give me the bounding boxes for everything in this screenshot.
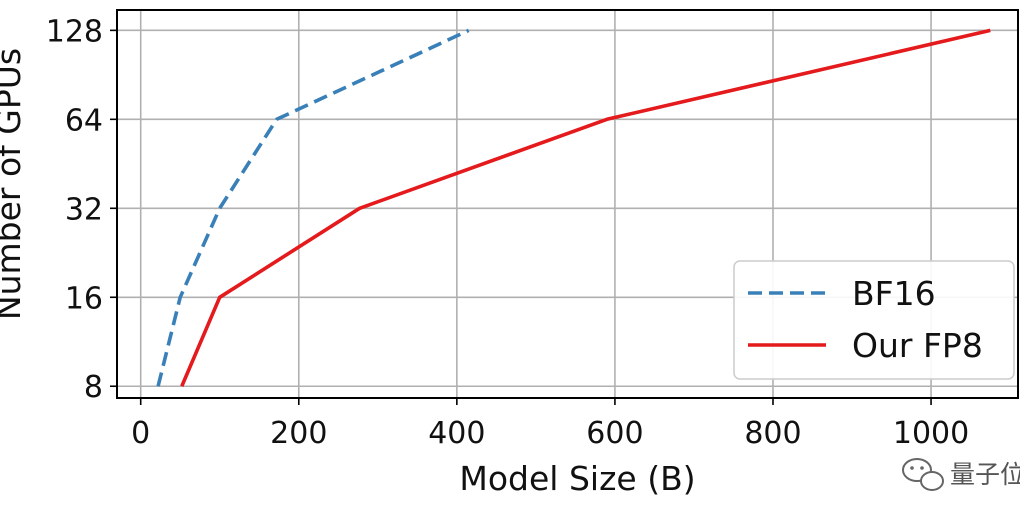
x-tick-label: 1000	[893, 416, 969, 451]
x-tick-label: 600	[586, 416, 643, 451]
x-axis-title: Model Size (B)	[459, 459, 695, 498]
watermark-text: 量子位	[950, 460, 1020, 489]
x-axis: 0 200 400 600 800 1000	[131, 398, 969, 451]
legend-label-bf16: BF16	[852, 274, 936, 313]
series-line-our-fp8	[180, 28, 991, 387]
y-axis: 8 16 32 64 128	[46, 14, 117, 405]
x-tick-label: 400	[428, 416, 485, 451]
legend: BF16 Our FP8	[733, 260, 1015, 380]
y-tick-label: 32	[65, 192, 103, 227]
wechat-icon	[902, 458, 944, 491]
legend-box	[733, 260, 1015, 380]
y-tick-label: 128	[46, 14, 103, 49]
series-line-bf16	[156, 28, 470, 387]
x-tick-label: 200	[270, 416, 327, 451]
watermark: 量子位	[902, 458, 1020, 491]
y-tick-label: 64	[65, 103, 103, 138]
y-axis-title: Number of GPUs	[0, 48, 28, 320]
grid-lines	[117, 10, 1018, 398]
y-tick-label: 16	[65, 281, 103, 316]
legend-label-our-fp8: Our FP8	[852, 326, 983, 365]
series-layer	[156, 28, 991, 387]
y-tick-label: 8	[84, 370, 103, 405]
plot-frame	[116, 9, 1019, 399]
x-tick-label: 0	[131, 416, 150, 451]
x-tick-label: 800	[744, 416, 801, 451]
